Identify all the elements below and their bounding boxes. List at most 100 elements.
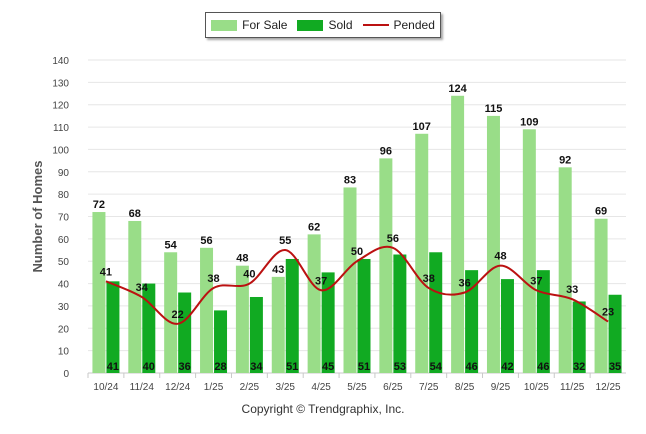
data-label-sold: 51 [358, 361, 370, 373]
x-tick-label: 1/25 [204, 382, 224, 393]
bar-sold [608, 294, 622, 373]
data-label-for-sale: 43 [272, 264, 284, 276]
data-label-sold: 46 [537, 361, 549, 373]
bar-for-sale [235, 265, 249, 373]
data-label-for-sale: 92 [559, 154, 571, 166]
legend-swatch-pended [362, 24, 389, 26]
y-tick-label: 120 [52, 101, 69, 112]
legend-swatch-sold [297, 19, 324, 31]
data-label-pended: 37 [315, 275, 327, 287]
bar-for-sale [200, 247, 214, 373]
bar-for-sale [594, 218, 608, 373]
bar-sold [285, 258, 299, 373]
bar-sold [572, 301, 586, 373]
y-tick-label: 100 [52, 145, 69, 156]
data-label-sold: 45 [322, 361, 334, 373]
data-label-sold: 41 [107, 361, 119, 373]
bar-for-sale [486, 115, 500, 374]
bar-for-sale [451, 95, 465, 374]
bar-for-sale [415, 133, 429, 373]
bar-for-sale [343, 187, 357, 373]
legend-item-pended[interactable]: Pended [362, 18, 435, 32]
data-label-sold: 51 [286, 361, 298, 373]
data-label-sold: 34 [250, 361, 263, 373]
data-label-for-sale: 124 [448, 83, 467, 95]
x-tick-label: 10/25 [524, 382, 549, 393]
y-tick-label: 50 [58, 257, 70, 268]
data-label-pended: 33 [566, 284, 578, 296]
data-label-pended: 40 [243, 269, 255, 281]
y-tick-label: 30 [58, 302, 70, 313]
data-label-sold: 32 [573, 361, 585, 373]
data-label-for-sale: 109 [520, 116, 538, 128]
legend-label-pended: Pended [393, 18, 435, 32]
x-tick-label: 2/25 [240, 382, 260, 393]
data-label-sold: 28 [214, 361, 226, 373]
y-tick-label: 20 [58, 324, 70, 335]
y-tick-label: 130 [52, 78, 69, 89]
x-tick-label: 6/25 [383, 382, 403, 393]
data-label-pended: 34 [136, 282, 149, 294]
y-tick-label: 40 [58, 280, 70, 291]
data-label-pended: 23 [602, 307, 614, 319]
data-label-pended: 36 [458, 278, 470, 290]
data-label-for-sale: 62 [308, 221, 320, 233]
data-label-sold: 54 [430, 361, 443, 373]
bar-sold [249, 296, 263, 373]
legend-item-sold[interactable]: Sold [297, 18, 353, 32]
legend-item-for-sale[interactable]: For Sale [211, 18, 287, 32]
data-label-sold: 53 [394, 361, 406, 373]
x-tick-label: 11/25 [560, 382, 585, 393]
x-tick-label: 12/25 [596, 382, 621, 393]
data-label-for-sale: 68 [129, 208, 141, 220]
data-label-pended: 41 [100, 266, 112, 278]
x-tick-label: 8/25 [455, 382, 475, 393]
data-label-pended: 50 [351, 246, 363, 258]
bar-sold [536, 270, 550, 373]
data-label-for-sale: 72 [93, 199, 105, 211]
bar-sold [321, 272, 335, 373]
data-label-sold: 35 [609, 361, 621, 373]
data-label-for-sale: 96 [380, 145, 392, 157]
bar-for-sale [307, 234, 321, 373]
y-tick-label: 0 [63, 369, 69, 380]
data-label-for-sale: 107 [413, 121, 431, 133]
bar-for-sale [92, 212, 106, 373]
y-axis-title: Number of Homes [30, 161, 45, 273]
bar-sold [429, 252, 443, 373]
data-label-for-sale: 48 [236, 253, 248, 265]
x-tick-label: 5/25 [347, 382, 367, 393]
y-tick-label: 110 [53, 123, 69, 134]
bar-for-sale [164, 252, 178, 373]
bar-sold [178, 292, 192, 373]
copyright-text: Copyright © Trendgraphix, Inc. [241, 402, 405, 416]
data-label-for-sale: 56 [200, 235, 212, 247]
data-label-sold: 46 [465, 361, 477, 373]
bar-sold [465, 270, 479, 373]
x-tick-label: 11/24 [130, 382, 155, 393]
y-tick-label: 60 [58, 235, 70, 246]
x-tick-label: 12/24 [165, 382, 190, 393]
y-tick-label: 140 [52, 56, 69, 67]
data-label-sold: 40 [143, 361, 155, 373]
data-label-sold: 42 [501, 361, 513, 373]
x-tick-label: 7/25 [419, 382, 439, 393]
data-label-for-sale: 54 [165, 239, 178, 251]
legend-swatch-for-sale [211, 19, 238, 31]
y-tick-label: 90 [58, 168, 70, 179]
x-tick-label: 4/25 [311, 382, 331, 393]
data-label-pended: 38 [423, 273, 435, 285]
data-label-for-sale: 69 [595, 206, 607, 218]
y-tick-label: 80 [58, 190, 70, 201]
bar-sold [500, 279, 514, 373]
data-label-for-sale: 83 [344, 174, 356, 186]
bar-sold [214, 310, 228, 373]
x-tick-label: 3/25 [276, 382, 296, 393]
bar-sold [357, 258, 371, 373]
y-tick-label: 10 [58, 347, 70, 358]
bar-sold [142, 283, 156, 373]
data-label-for-sale: 115 [485, 103, 503, 115]
data-label-pended: 56 [387, 233, 399, 245]
bar-for-sale [128, 220, 142, 373]
